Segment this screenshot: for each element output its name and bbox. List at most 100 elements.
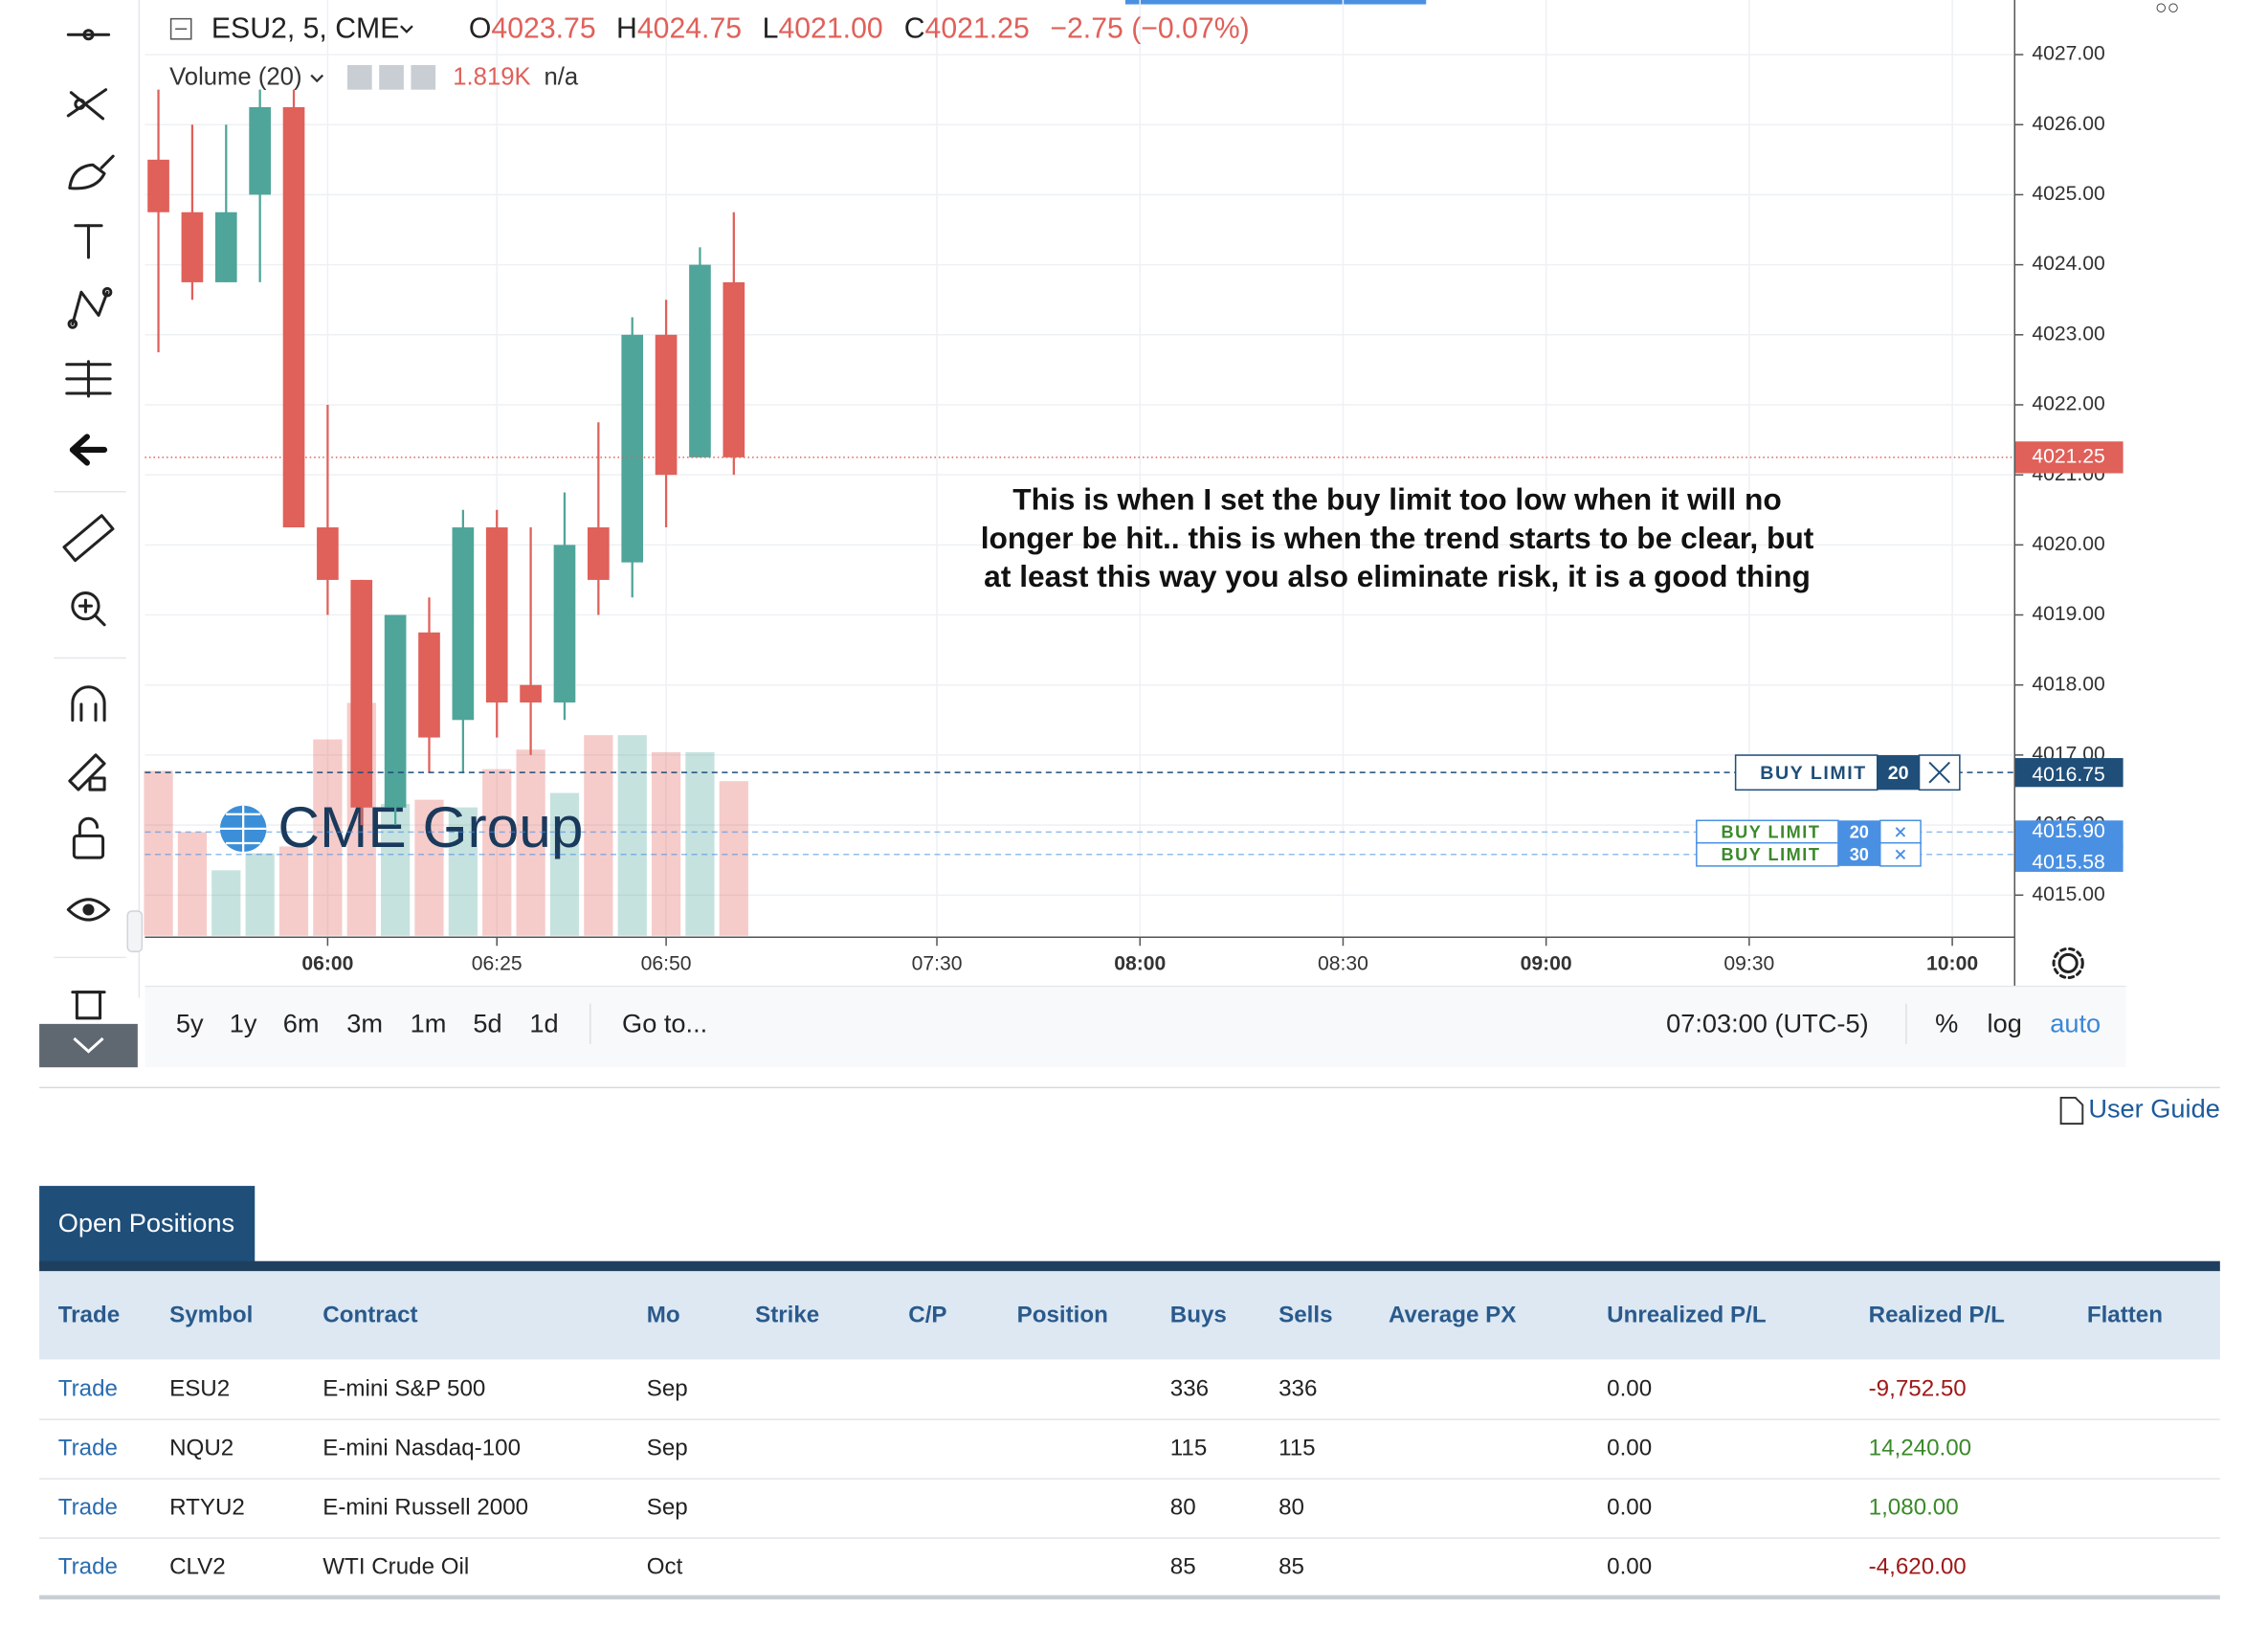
candle-body <box>588 527 610 580</box>
volume-extra: n/a <box>544 63 578 90</box>
trash-tool[interactable] <box>71 991 106 1020</box>
order-qty[interactable]: 30 <box>1850 845 1869 864</box>
y-tick-label: 4026.00 <box>2032 113 2104 135</box>
visibility-tool[interactable] <box>66 898 111 922</box>
y-tick-label: 4027.00 <box>2032 43 2104 65</box>
order-qty[interactable]: 20 <box>1850 823 1869 842</box>
range-button[interactable]: 5d <box>473 1009 501 1038</box>
column-header[interactable]: Position <box>1017 1303 1108 1328</box>
order-label[interactable]: BUY LIMIT <box>1722 823 1821 842</box>
toolbar-collapse[interactable] <box>39 1023 138 1068</box>
volume-settings-button[interactable] <box>379 65 404 90</box>
order-cancel-x[interactable] <box>1895 849 1906 860</box>
column-header[interactable]: Realized P/L <box>1869 1303 2006 1328</box>
tab[interactable] <box>39 1186 256 1267</box>
cell: 0.00 <box>1607 1436 1652 1461</box>
volume-remove-button[interactable] <box>411 65 436 90</box>
clock[interactable]: 07:03:00 (UTC-5) <box>1666 1009 1869 1038</box>
column-header[interactable]: C/P <box>908 1303 946 1328</box>
lock-drawing-tool[interactable] <box>68 753 106 791</box>
column-header[interactable]: Buys <box>1170 1303 1227 1328</box>
order-qty-box[interactable] <box>1837 842 1880 866</box>
trade-link[interactable]: Trade <box>58 1436 118 1461</box>
pattern-tool[interactable] <box>67 286 113 329</box>
candle-body <box>317 527 339 580</box>
tab-strip <box>39 1260 2220 1272</box>
column-header[interactable]: Contract <box>322 1303 417 1328</box>
trade-link[interactable]: Trade <box>58 1376 118 1402</box>
pdf-icon <box>2059 1096 2084 1126</box>
column-header[interactable]: Mo <box>647 1303 680 1328</box>
candle-body <box>689 264 711 457</box>
order-label-box[interactable] <box>1696 841 1839 867</box>
ohlc-key: O <box>469 13 492 45</box>
volume-bar <box>278 846 309 936</box>
user-guide-text[interactable]: User Guide <box>2088 1094 2220 1124</box>
annotation-line: This is when I set the buy limit too low… <box>1012 482 1782 517</box>
cell: Sep <box>647 1376 688 1402</box>
trade-link[interactable]: Trade <box>58 1494 118 1520</box>
symbol-label[interactable]: ESU2, 5, CME <box>211 13 399 45</box>
cell: E-mini Nasdaq-100 <box>322 1436 521 1461</box>
scale-button[interactable]: log <box>1988 1009 2022 1038</box>
column-header[interactable]: Sells <box>1279 1303 1332 1328</box>
order-qty[interactable]: 20 <box>1888 763 1909 784</box>
cell: ESU2 <box>169 1376 230 1402</box>
x-tick-label: 10:00 <box>1926 953 1978 975</box>
column-header[interactable]: Trade <box>58 1303 120 1328</box>
column-header[interactable]: Average PX <box>1389 1303 1516 1328</box>
cell: 115 <box>1170 1436 1208 1461</box>
scale-button[interactable]: % <box>1935 1009 1958 1038</box>
zoom-tool[interactable] <box>71 591 106 627</box>
trade-link[interactable]: Trade <box>58 1553 118 1579</box>
change-label: −2.75 (−0.07%) <box>1050 13 1249 45</box>
order-label-box[interactable] <box>1734 754 1879 791</box>
volume-bar <box>651 751 681 936</box>
lock-tool[interactable] <box>72 816 105 859</box>
volume-eye-button[interactable] <box>346 65 372 90</box>
order-qty-box[interactable] <box>1877 755 1920 791</box>
brush-tool[interactable] <box>68 154 115 190</box>
scale-button[interactable]: auto <box>2050 1009 2101 1038</box>
candle-body <box>485 527 508 702</box>
magnet-tool[interactable] <box>71 685 106 723</box>
order-price-tag <box>2014 758 2123 788</box>
volume-title[interactable]: Volume (20) <box>169 63 301 90</box>
order-label[interactable]: BUY LIMIT <box>1722 845 1821 864</box>
column-header[interactable]: Unrealized P/L <box>1607 1303 1767 1328</box>
goto-button[interactable]: Go to... <box>622 1009 707 1038</box>
candle-body <box>249 106 271 195</box>
order-label[interactable]: BUY LIMIT <box>1760 763 1866 784</box>
range-button[interactable]: 1d <box>529 1009 558 1038</box>
order-label-box[interactable] <box>1696 819 1839 845</box>
column-header[interactable]: Symbol <box>169 1303 253 1328</box>
range-button[interactable]: 6m <box>283 1009 320 1038</box>
text-tool[interactable] <box>74 224 103 259</box>
order-cancel-x[interactable] <box>1895 827 1906 837</box>
ruler-tool[interactable] <box>62 514 115 563</box>
collapse-handle[interactable] <box>126 910 144 953</box>
user-guide-link[interactable]: User Guide <box>2059 1094 2220 1126</box>
range-button[interactable]: 1m <box>411 1009 447 1038</box>
crosshair-tool[interactable] <box>66 29 111 41</box>
order-cancel-x[interactable] <box>1928 761 1950 784</box>
annotation-line: longer be hit.. this is when the trend s… <box>981 521 1814 555</box>
tab-label[interactable]: Open Positions <box>58 1208 234 1237</box>
range-button[interactable]: 1y <box>230 1009 257 1038</box>
range-button[interactable]: 3m <box>346 1009 383 1038</box>
range-button[interactable]: 5y <box>176 1009 204 1038</box>
fib-tool[interactable] <box>65 360 112 398</box>
bottom-controls: 5y 1y 6m 3m 1m 5d 1d Go to... 07:03:00 (UTC-5)% l… <box>176 1009 2101 1038</box>
back-arrow[interactable] <box>69 434 108 466</box>
top-right-icon[interactable]: ○○ <box>2155 0 2180 19</box>
order-qty-box[interactable] <box>1837 820 1880 844</box>
y-tick-label: 4019.00 <box>2032 603 2104 625</box>
settings-gear[interactable] <box>2052 947 2084 980</box>
column-header[interactable]: Strike <box>755 1303 819 1328</box>
trend-line-tool[interactable] <box>66 88 108 121</box>
annotation-line: at least this way you also eliminate ris… <box>984 559 1811 593</box>
volume-bar <box>482 769 512 936</box>
column-header[interactable]: Flatten <box>2087 1303 2163 1328</box>
collapse-legend[interactable] <box>169 17 192 40</box>
